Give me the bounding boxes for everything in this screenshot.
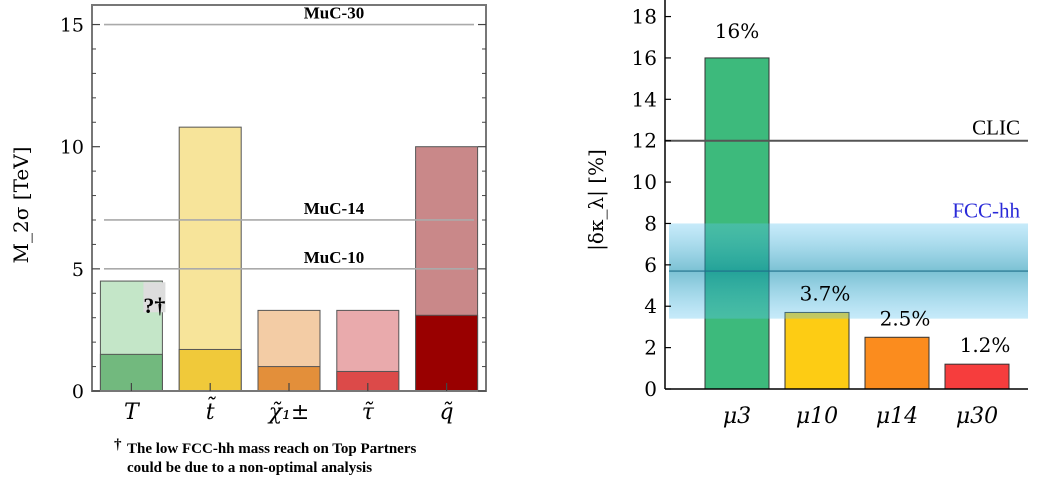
right-y-axis-label: |δκ_λ| [%]	[584, 149, 609, 251]
annotation-0: ?†	[143, 293, 165, 318]
right-reference-lines: CLIC	[665, 116, 1028, 142]
left-bar-outer-1	[178, 126, 242, 392]
right-y-tick-label-7: 14	[632, 87, 657, 111]
band-label-fcc-hh: FCC-hh	[952, 198, 1020, 222]
right-data-label-0: 16%	[715, 19, 759, 43]
left-x-tick-label-1: t̃	[206, 395, 217, 425]
right-y-tick-label-5: 10	[632, 170, 657, 194]
left-bars	[99, 126, 479, 392]
right-bar-14	[864, 336, 930, 390]
right-y-tick-label-1: 2	[644, 336, 657, 360]
left-footnote: † The low FCC-hh mass reach on Top Partn…	[114, 437, 416, 476]
right-data-label-3: 1.2%	[960, 333, 1011, 357]
left-y-tick-label-3: 15	[60, 15, 84, 37]
left-x-tick-label-4: q̃	[440, 400, 454, 425]
footnote-line-1: The low FCC-hh mass reach on Top Partner…	[127, 441, 416, 457]
left-x-tick-label-0: T	[124, 400, 141, 425]
right-y-tick-label-3: 6	[644, 253, 657, 277]
right-x-tick-label-0: μ3	[723, 404, 751, 429]
left-reference-lines: MuC-30 MuC-14 MuC-10	[104, 4, 474, 270]
refline-label-clic: CLIC	[972, 116, 1020, 140]
right-bar-30	[944, 363, 1010, 390]
right-x-tick-label-3: μ30	[956, 404, 998, 429]
right-y-tick-label-2: 4	[644, 294, 657, 318]
footnote-line-2: could be due to a non-optimal analysis	[127, 460, 372, 476]
right-y-tick-label-6: 12	[632, 129, 657, 153]
left-y-tick-label-1: 5	[72, 259, 84, 281]
refline-label-muc-30: MuC-30	[304, 4, 364, 23]
refline-label-muc-14: MuC-14	[304, 199, 365, 218]
left-y-tick-label-2: 10	[60, 137, 84, 159]
left-y-axis-label: M_2σ [TeV]	[9, 147, 33, 264]
right-x-tick-label-2: μ14	[876, 404, 918, 429]
right-data-label-2: 2.5%	[880, 306, 931, 330]
left-x-tick-label-2: χ̃₁±	[267, 400, 310, 425]
annotation-bg-0	[143, 282, 166, 313]
left-y-axis: 0 5 10 15	[60, 15, 486, 403]
right-axes: 0 2 4 6 8 10 12 14 16 18 μ3 μ10 μ14 μ30	[632, 0, 1028, 429]
left-y-tick-label-0: 0	[72, 381, 84, 403]
right-x-tick-label-1: μ10	[796, 404, 838, 429]
right-data-labels: 16% 3.7% 2.5% 1.2%	[715, 19, 1011, 357]
right-data-label-1: 3.7%	[800, 281, 851, 305]
right-y-tick-label-9: 18	[632, 5, 657, 29]
left-x-tick-label-3: τ̃	[362, 400, 375, 425]
right-band: FCC-hh	[669, 198, 1028, 319]
right-bar-10	[784, 311, 850, 390]
right-chart: FCC-hh CLIC 16% 3.7% 2.5% 1.2% 0 2 4 6 8 10 12 14 1…	[584, 0, 1028, 429]
footnote-dagger: †	[114, 437, 122, 453]
right-y-tick-label-8: 16	[632, 46, 657, 70]
right-y-tick-label-0: 0	[644, 377, 657, 401]
left-bar-inner-4	[415, 314, 479, 392]
left-annotations: ?†	[143, 282, 166, 318]
right-y-tick-label-4: 8	[644, 211, 657, 235]
refline-label-muc-10: MuC-10	[304, 248, 364, 267]
